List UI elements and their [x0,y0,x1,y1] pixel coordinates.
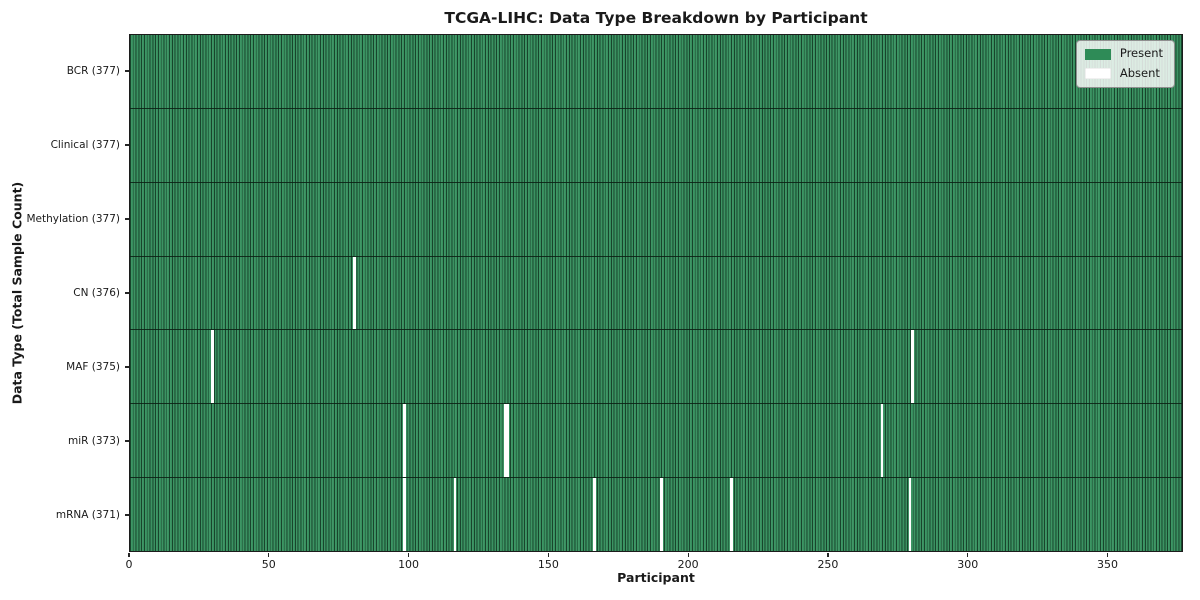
absent-cell [911,330,915,404]
heatmap-row-MAF [130,329,1182,404]
absent-cell [660,478,663,552]
xtick-mark [827,552,829,557]
heatmap-row-CN [130,255,1182,330]
legend-label-present: Present [1119,46,1163,60]
x-axis-label: Participant [617,570,695,585]
ytick-label-MAF: MAF (375) [66,361,120,373]
chart-title: TCGA-LIHC: Data Type Breakdown by Partic… [444,9,868,27]
xtick-label-150: 150 [537,558,559,571]
legend-label-absent: Absent [1119,65,1160,80]
xtick-label-200: 200 [677,558,699,571]
heatmap-row-Clinical [130,107,1182,182]
legend: Present Absent [1075,40,1175,88]
xtick-mark [1106,552,1109,557]
heatmap-row-miR [130,403,1182,478]
absent-cell [729,478,733,552]
ytick-label-CN: CN (376) [73,287,120,299]
absent-swatch-icon [1084,68,1111,80]
absent-cell [353,256,357,330]
absent-cell [503,404,507,478]
present-swatch-icon [1084,48,1111,60]
plot-area: Present Absent [129,34,1183,552]
y-axis-tick-labels: BCR (377) Clinical (377) Methylation (377)… [0,34,120,552]
xtick-mark [407,552,410,557]
xtick-label-100: 100 [398,558,420,571]
absent-cell [403,478,407,552]
legend-item-present: Present [1084,46,1163,61]
xtick-label-250: 250 [817,558,839,571]
ytick-mark [124,366,129,368]
xtick-label-350: 350 [1097,558,1118,571]
ytick-mark [124,70,129,72]
heatmap-row-Methylation [130,181,1182,256]
ytick-mark [124,514,129,516]
absent-cell [908,478,912,552]
heatmap-rows [130,35,1182,552]
heatmap-row-BCR [130,35,1182,108]
xtick-mark [547,552,549,557]
ytick-mark [124,292,129,294]
absent-cell [593,478,596,552]
xtick-label-50: 50 [261,558,276,571]
heatmap-row-mRNA [130,477,1182,552]
ytick-label-Clinical: Clinical (377) [50,139,120,151]
xtick-label-0: 0 [125,558,133,571]
absent-cell [506,404,510,478]
legend-item-absent: Absent [1084,65,1163,81]
ytick-mark [124,440,129,442]
ytick-label-BCR: BCR (377) [66,65,120,77]
ytick-mark [124,218,129,220]
xtick-mark [128,552,130,557]
xtick-mark [967,552,969,557]
absent-cell [403,404,407,478]
xtick-label-300: 300 [957,558,979,571]
ytick-label-miR: miR (373) [67,435,120,447]
xtick-mark [268,552,270,557]
ytick-mark [124,144,129,146]
ytick-label-mRNA: mRNA (371) [55,509,120,521]
xtick-mark [687,552,689,557]
ytick-label-Methylation: Methylation (377) [26,213,120,225]
absent-cell [880,404,884,478]
absent-cell [210,330,214,404]
absent-cell [453,478,457,552]
